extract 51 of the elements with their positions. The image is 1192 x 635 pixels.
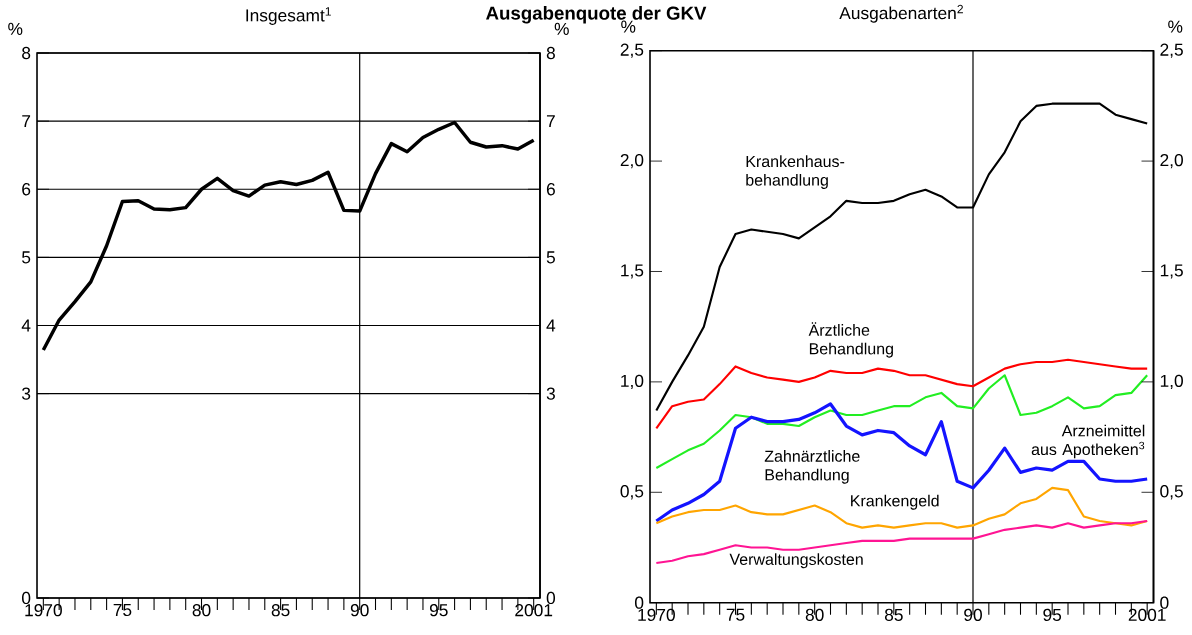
- chart-subtitle: Ausgabenarten$^{2}$: [839, 4, 963, 23]
- y2-tick-label: 1,0: [1160, 374, 1183, 390]
- series-label: Krankenhaus-behandlung: [746, 155, 845, 189]
- y-axis-title: %: [8, 22, 23, 35]
- x-tick-label: 2001: [515, 604, 553, 617]
- y2-tick-label: 1,5: [1160, 264, 1183, 279]
- y-tick-label: 0,5: [620, 485, 644, 500]
- y2-tick-label: 5: [546, 251, 555, 264]
- y-tick-label: 3: [22, 387, 31, 400]
- x-tick-label: 95: [1043, 608, 1062, 621]
- y2-axis-title: %: [554, 22, 569, 35]
- y-tick-label: 0: [22, 591, 31, 605]
- y2-tick-label: 0: [1160, 596, 1169, 609]
- y2-axis-title: %: [1168, 20, 1183, 33]
- series-label: Ärztliche Behandlung: [808, 322, 893, 358]
- x-tick-label: 75: [113, 604, 132, 617]
- y-tick-label: 4: [21, 319, 31, 332]
- y-tick-label: 0: [634, 596, 644, 609]
- series-label: Verwaltungskosten: [729, 553, 863, 569]
- y2-tick-label: 4: [546, 319, 556, 332]
- y2-tick-label: 8: [546, 46, 555, 60]
- x-tick-label: 90: [350, 604, 369, 617]
- series-label: Zahnärztliche Behandlung: [764, 450, 860, 484]
- x-tick-label: 85: [884, 608, 903, 621]
- x-tick-label: 90: [964, 608, 982, 621]
- y-tick-label: 1,0: [621, 374, 644, 390]
- y-tick-label: 5: [22, 251, 31, 264]
- x-tick-label: 2001: [1128, 608, 1166, 621]
- y2-tick-label: 2,5: [1160, 43, 1183, 58]
- x-tick-label: 1970: [25, 604, 62, 617]
- y-tick-label: 2,5: [620, 43, 644, 58]
- y-tick-label: 1,5: [621, 264, 644, 279]
- x-tick-label: 80: [192, 604, 211, 617]
- x-tick-label: 80: [805, 608, 824, 621]
- y2-tick-label: 0: [546, 591, 556, 605]
- y-tick-label: 6: [22, 183, 31, 196]
- x-tick-label: 1970: [638, 608, 675, 621]
- y2-tick-label: 3: [546, 387, 555, 400]
- series-label: Krankengeld: [851, 494, 939, 510]
- y2-tick-label: 7: [546, 115, 555, 128]
- y2-tick-label: 2,0: [1160, 153, 1183, 169]
- y2-tick-label: 0,5: [1160, 485, 1183, 500]
- chart-subtitle: Insgesamt$^{1}$: [246, 7, 331, 25]
- x-tick-label: 95: [429, 604, 448, 617]
- y2-tick-label: 6: [546, 183, 555, 196]
- y-tick-label: 2,0: [620, 153, 644, 169]
- y-tick-label: 7: [22, 115, 31, 128]
- x-tick-label: 85: [271, 604, 290, 617]
- x-tick-label: 75: [726, 608, 745, 621]
- series-label: Arzneimittel aus Apotheken$^{3}$: [1031, 424, 1145, 459]
- y-tick-label: 8: [22, 46, 31, 60]
